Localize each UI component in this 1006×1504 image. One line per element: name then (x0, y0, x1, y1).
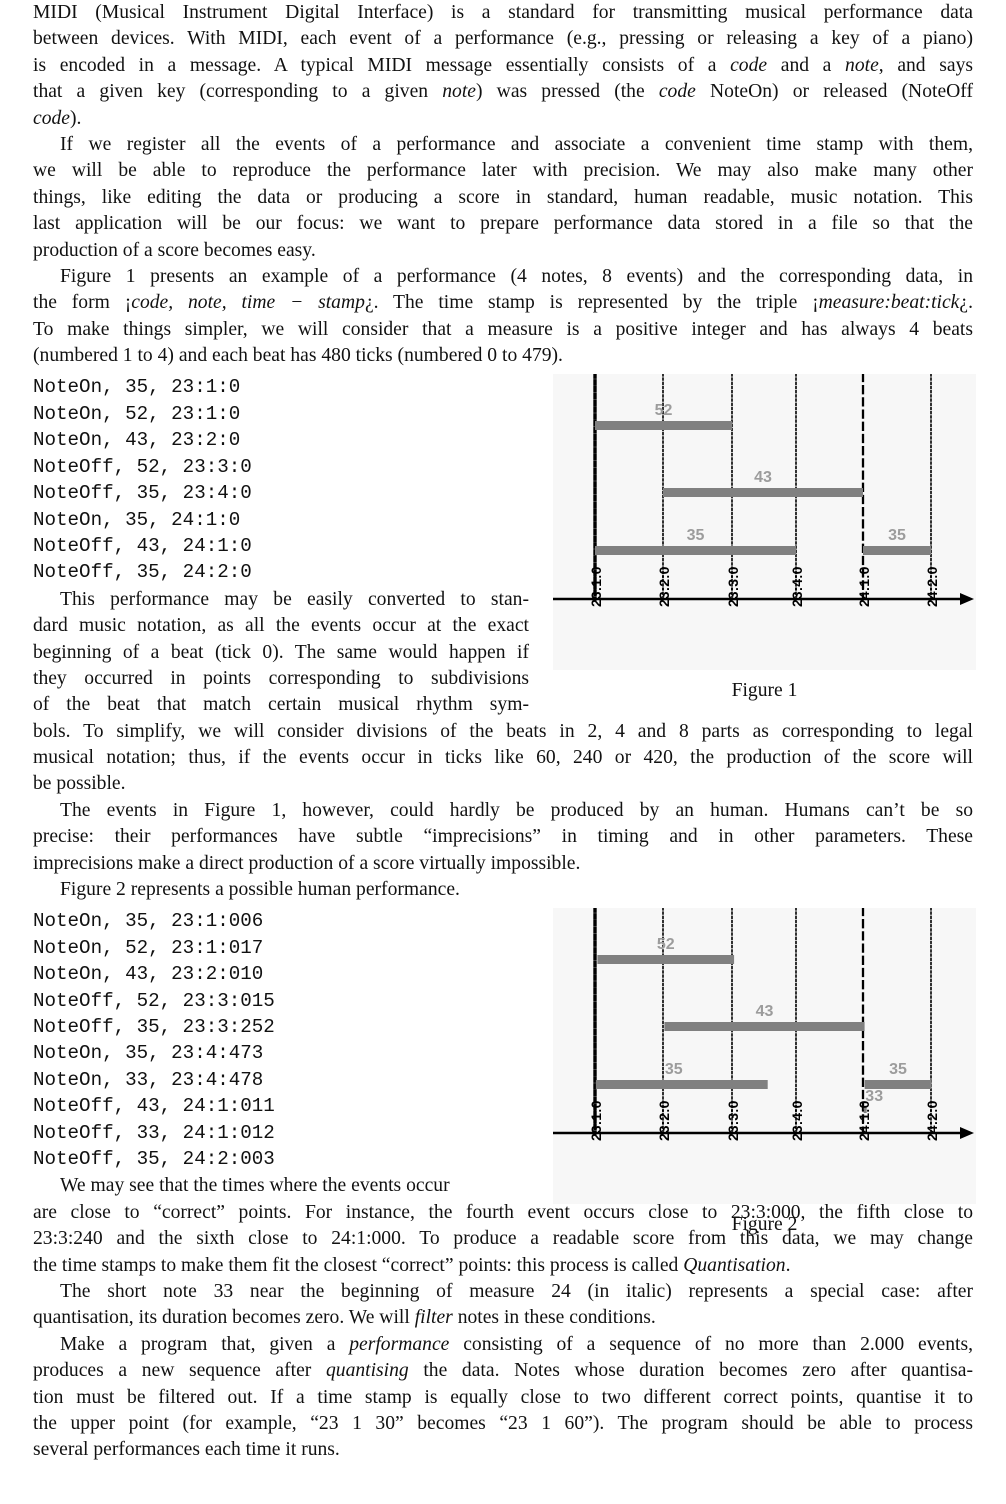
svg-text:35: 35 (888, 527, 906, 544)
svg-text:43: 43 (754, 469, 772, 486)
svg-text:23:4:0: 23:4:0 (789, 566, 805, 607)
svg-text:52: 52 (657, 936, 675, 953)
svg-text:24:1:0: 24:1:0 (856, 1100, 872, 1141)
svg-text:23:3:0: 23:3:0 (725, 566, 741, 607)
svg-text:24:1:0: 24:1:0 (856, 566, 872, 607)
svg-text:23:3:0: 23:3:0 (725, 1100, 741, 1141)
svg-text:23:2:0: 23:2:0 (656, 566, 672, 607)
svg-text:35: 35 (687, 527, 705, 544)
svg-text:23:2:0: 23:2:0 (656, 1100, 672, 1141)
svg-text:24:2:0: 24:2:0 (924, 566, 940, 607)
svg-text:43: 43 (756, 1003, 774, 1020)
svg-text:23:1:0: 23:1:0 (588, 1100, 604, 1141)
svg-text:23:1:0: 23:1:0 (588, 566, 604, 607)
svg-text:35: 35 (665, 1061, 683, 1078)
svg-text:23:4:0: 23:4:0 (789, 1100, 805, 1141)
svg-text:52: 52 (655, 402, 673, 419)
svg-text:35: 35 (889, 1061, 907, 1078)
svg-text:24:2:0: 24:2:0 (924, 1100, 940, 1141)
